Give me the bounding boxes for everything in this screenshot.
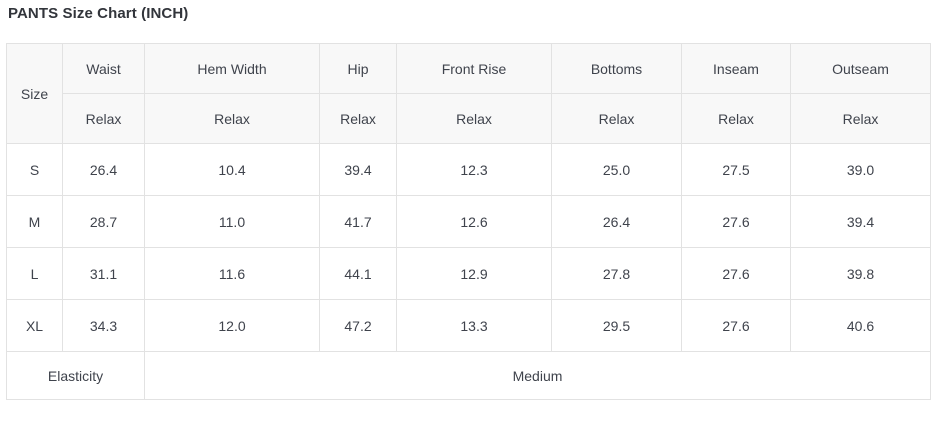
table-row-size-l: L 31.1 11.6 44.1 12.9 27.8 27.6 39.8 — [6, 247, 931, 300]
fit-header-hip: Relax — [319, 93, 397, 144]
table-cell: 25.0 — [551, 143, 682, 196]
column-header-outseam: Outseam — [790, 43, 931, 94]
table-cell: 39.4 — [790, 195, 931, 248]
table-cell: 27.5 — [681, 143, 791, 196]
table-row-elasticity: Elasticity Medium — [6, 351, 931, 400]
fit-header-front-rise: Relax — [396, 93, 552, 144]
table-cell: 34.3 — [62, 299, 145, 352]
table-cell: 40.6 — [790, 299, 931, 352]
table-cell: 26.4 — [551, 195, 682, 248]
table-cell: 12.0 — [144, 299, 320, 352]
table-cell: 10.4 — [144, 143, 320, 196]
table-cell: 27.8 — [551, 247, 682, 300]
column-header-front-rise: Front Rise — [396, 43, 552, 94]
table-cell: 12.9 — [396, 247, 552, 300]
table-cell: 47.2 — [319, 299, 397, 352]
table-cell: 39.4 — [319, 143, 397, 196]
table-row-size-xl: XL 34.3 12.0 47.2 13.3 29.5 27.6 40.6 — [6, 299, 931, 352]
table-cell: 39.8 — [790, 247, 931, 300]
table-cell: 27.6 — [681, 195, 791, 248]
fit-header-bottoms: Relax — [551, 93, 682, 144]
size-label: M — [6, 195, 63, 248]
fit-header-hem-width: Relax — [144, 93, 320, 144]
table-cell: 12.6 — [396, 195, 552, 248]
elasticity-label: Elasticity — [6, 351, 145, 400]
fit-header-inseam: Relax — [681, 93, 791, 144]
size-label: L — [6, 247, 63, 300]
table-cell: 26.4 — [62, 143, 145, 196]
column-header-hip: Hip — [319, 43, 397, 94]
column-header-hem-width: Hem Width — [144, 43, 320, 94]
column-header-waist: Waist — [62, 43, 145, 94]
column-header-size: Size — [6, 43, 63, 144]
table-header-row-measurements: Size Waist Hem Width Hip Front Rise Bott… — [6, 43, 931, 144]
size-label: S — [6, 143, 63, 196]
table-cell: 29.5 — [551, 299, 682, 352]
size-label: XL — [6, 299, 63, 352]
table-cell: 27.6 — [681, 299, 791, 352]
table-cell: 12.3 — [396, 143, 552, 196]
table-row-size-s: S 26.4 10.4 39.4 12.3 25.0 27.5 39.0 — [6, 143, 931, 196]
column-header-bottoms: Bottoms — [551, 43, 682, 94]
table-cell: 41.7 — [319, 195, 397, 248]
table-header-row-fit: Relax Relax Relax Relax Relax Relax Rela… — [7, 93, 931, 144]
table-row-size-m: M 28.7 11.0 41.7 12.6 26.4 27.6 39.4 — [6, 195, 931, 248]
table-cell: 28.7 — [62, 195, 145, 248]
column-header-inseam: Inseam — [681, 43, 791, 94]
page-title: PANTS Size Chart (INCH) — [8, 5, 189, 22]
table-cell: 31.1 — [62, 247, 145, 300]
table-cell: 13.3 — [396, 299, 552, 352]
elasticity-value: Medium — [144, 351, 931, 400]
table-cell: 39.0 — [790, 143, 931, 196]
fit-header-waist: Relax — [62, 93, 145, 144]
table-cell: 27.6 — [681, 247, 791, 300]
fit-header-outseam: Relax — [790, 93, 931, 144]
table-cell: 11.6 — [144, 247, 320, 300]
table-cell: 44.1 — [319, 247, 397, 300]
table-cell: 11.0 — [144, 195, 320, 248]
size-chart-table: Size Waist Hem Width Hip Front Rise Bott… — [6, 43, 931, 400]
